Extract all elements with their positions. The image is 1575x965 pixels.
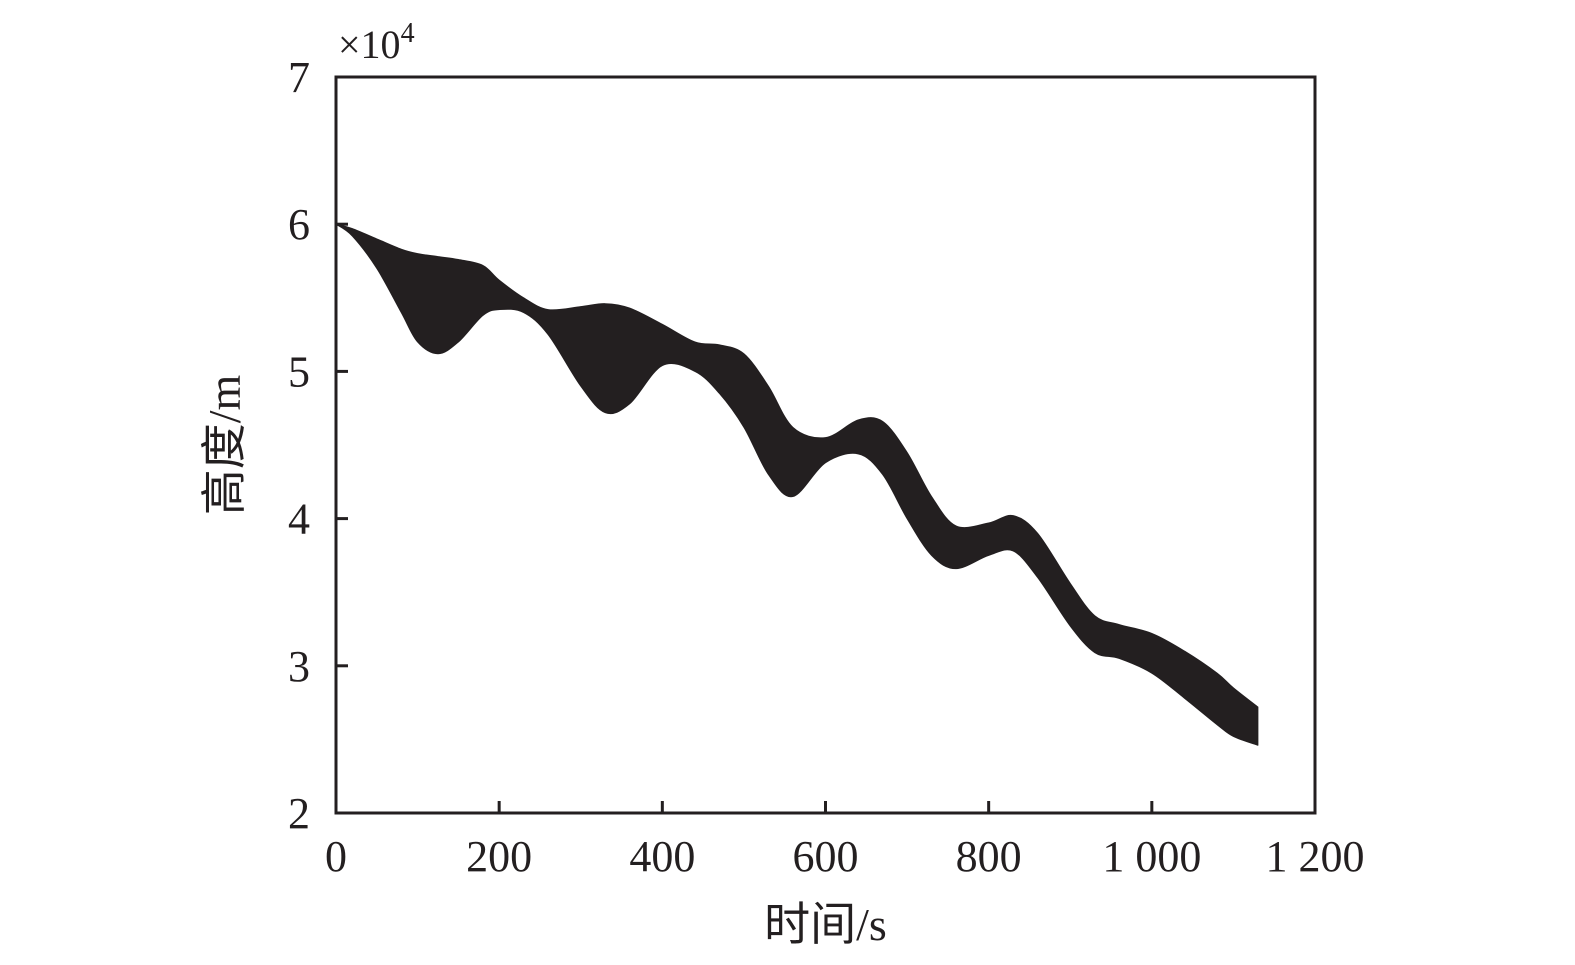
y-multiplier-label: ×104 — [338, 18, 415, 67]
y-tick-label: 2 — [288, 789, 310, 838]
y-multiplier-exponent: 4 — [401, 18, 415, 49]
x-axis-title: 时间/s — [764, 899, 887, 950]
altitude-envelope-band — [335, 223, 1259, 746]
y-multiplier-base: ×10 — [338, 22, 401, 67]
x-tick-label: 600 — [793, 832, 859, 881]
x-tick-label: 400 — [629, 832, 695, 881]
y-tick-label: 5 — [288, 347, 310, 396]
x-tick-label: 1 000 — [1102, 832, 1201, 881]
x-tick-label: 200 — [466, 832, 532, 881]
y-tick-label: 6 — [288, 200, 310, 249]
series-layer — [335, 223, 1259, 746]
y-tick-label: 7 — [288, 53, 310, 102]
y-tick-label: 4 — [288, 495, 310, 544]
x-tick-label: 0 — [325, 832, 347, 881]
y-tick-label: 3 — [288, 642, 310, 691]
y-axis-title: 高度/m — [199, 375, 250, 516]
tick-layer: 0 200 400 600 800 1 000 1 200 2 3 4 5 6 7 — [288, 53, 1365, 881]
x-tick-label: 1 200 — [1266, 832, 1365, 881]
x-tick-label: 800 — [956, 832, 1022, 881]
